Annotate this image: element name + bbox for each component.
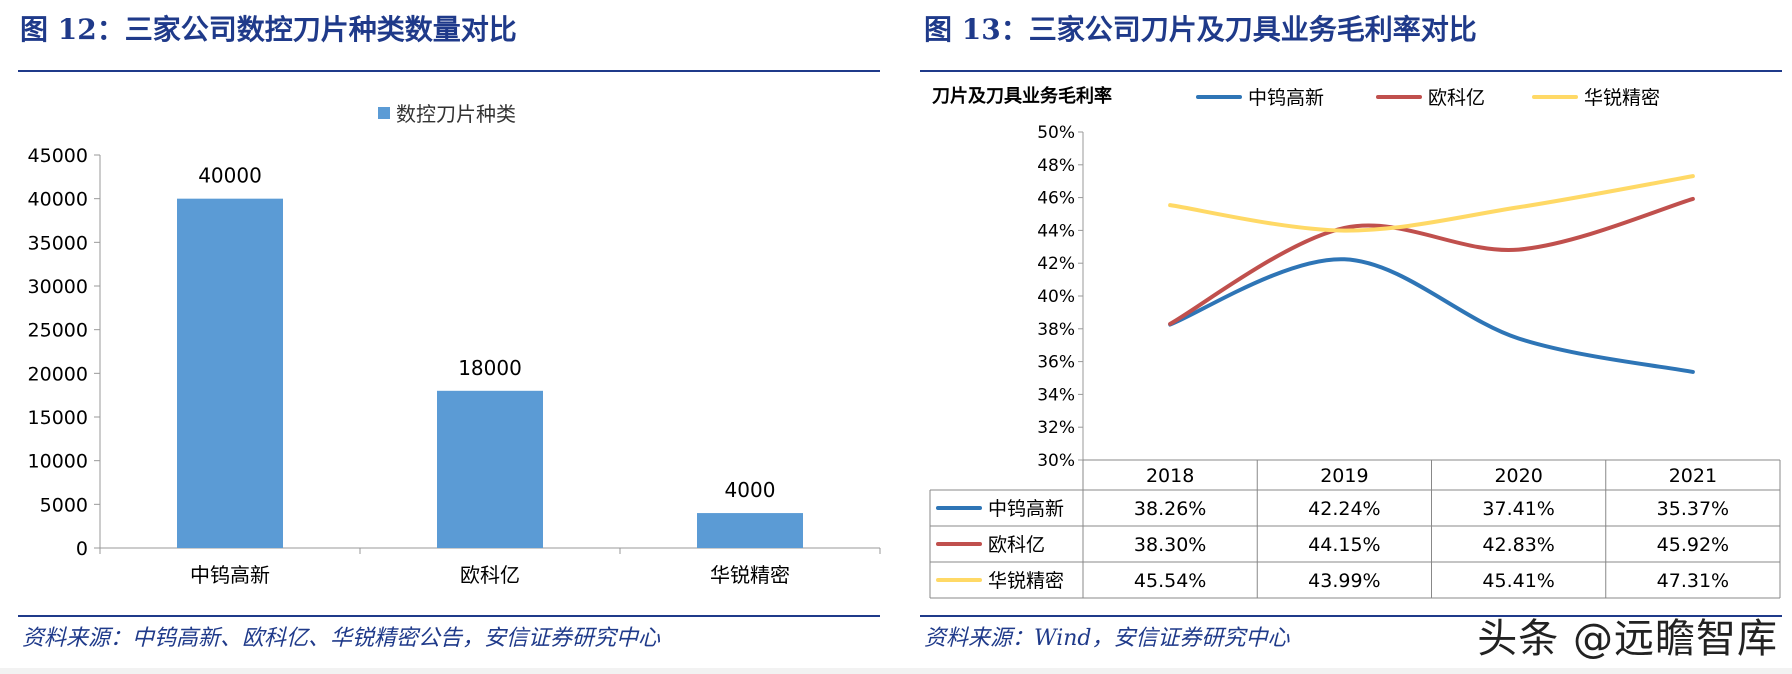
- bar: [437, 390, 543, 548]
- y-tick-label: 50%: [1037, 123, 1075, 143]
- data-label: 40000: [198, 164, 262, 188]
- y-tick-label: 48%: [1037, 156, 1075, 176]
- title-rule: [920, 70, 1782, 72]
- table-cell: 42.24%: [1308, 498, 1380, 520]
- bar: [697, 513, 803, 548]
- source-rule: [920, 615, 1782, 617]
- y-tick-label: 0: [76, 538, 88, 560]
- x-tick-label: 华锐精密: [710, 563, 790, 587]
- line-chart: 刀片及刀具业务毛利率 中钨高新 欧科亿 华锐精密30%32%34%36%38%40%4…: [929, 85, 1781, 599]
- legend-label: 欧科亿: [1428, 87, 1485, 109]
- y-tick-label: 20000: [28, 363, 88, 385]
- table-cell: 42.83%: [1482, 534, 1554, 556]
- y-tick-label: 34%: [1037, 385, 1075, 405]
- y-tick-label: 42%: [1037, 254, 1075, 274]
- table-row-label: 中钨高新: [988, 498, 1064, 520]
- table-cell: 45.92%: [1657, 534, 1729, 556]
- bar: [177, 198, 283, 548]
- table-cell: 43.99%: [1308, 570, 1380, 592]
- table-cell: 35.37%: [1657, 498, 1729, 520]
- source-rule: [18, 615, 880, 617]
- title-rule: [18, 70, 880, 72]
- legend-label: 中钨高新: [1248, 87, 1324, 109]
- series-line: [1168, 174, 1695, 233]
- right-figure: 图 13：三家公司刀片及刀具业务毛利率对比 刀片及刀具业务毛利率 中钨高新 欧科亿华…: [920, 0, 1792, 674]
- series-line: [1168, 257, 1695, 374]
- y-tick-label: 5000: [40, 494, 88, 516]
- table-cell: 45.41%: [1482, 570, 1554, 592]
- y-tick-label: 30000: [28, 276, 88, 298]
- bar-chart: 数控刀片种类 0 5000 10000 15000 20000 25000 30000 3500…: [28, 102, 881, 587]
- y-tick-label: 30%: [1037, 451, 1075, 471]
- x-tick-label: 2019: [1320, 465, 1368, 487]
- watermark: 头条 @远瞻智库: [1477, 616, 1778, 662]
- data-label: 4000: [725, 478, 776, 502]
- y-tick-label: 40000: [28, 189, 88, 211]
- figure-13-source: 资料来源：Wind，安信证券研究中心: [924, 626, 1290, 651]
- table-cell: 47.31%: [1657, 570, 1729, 592]
- table-cell: 44.15%: [1308, 534, 1380, 556]
- y-tick-label: 46%: [1037, 189, 1075, 209]
- table-cell: 38.30%: [1134, 534, 1206, 556]
- y-tick-label: 36%: [1037, 353, 1075, 373]
- y-tick-label: 45000: [28, 145, 88, 167]
- x-tick-label: 2021: [1669, 465, 1717, 487]
- legend-title: 刀片及刀具业务毛利率: [932, 85, 1112, 107]
- y-tick-label: 44%: [1037, 221, 1075, 241]
- legend-label: 华锐精密: [1584, 87, 1660, 109]
- table-cell: 37.41%: [1482, 498, 1554, 520]
- table-row-label: 欧科亿: [988, 534, 1045, 556]
- y-tick-label: 38%: [1037, 320, 1075, 340]
- bottom-strip: [0, 668, 1792, 674]
- x-tick-label: 中钨高新: [190, 563, 270, 587]
- legend-label: 数控刀片种类: [396, 102, 516, 126]
- left-figure: 图 12：三家公司数控刀片种类数量对比 数控刀片种类 0 5000 10000 1500…: [0, 0, 890, 674]
- table-cell: 38.26%: [1134, 498, 1206, 520]
- x-tick-label: 欧科亿: [460, 563, 520, 587]
- legend-swatch: [378, 107, 390, 119]
- data-label: 18000: [458, 356, 522, 380]
- x-tick-label: 2018: [1146, 465, 1194, 487]
- y-tick-label: 25000: [28, 320, 88, 342]
- x-tick-label: 2020: [1494, 465, 1542, 487]
- y-tick-label: 40%: [1037, 287, 1075, 307]
- figure-12-source: 资料来源：中钨高新、欧科亿、华锐精密公告，安信证券研究中心: [22, 626, 661, 651]
- y-tick-label: 10000: [28, 451, 88, 473]
- table-cell: 45.54%: [1134, 570, 1206, 592]
- y-tick-label: 32%: [1037, 418, 1075, 438]
- y-tick-label: 35000: [28, 232, 88, 254]
- series-line: [1168, 196, 1695, 326]
- figure-12-title: 图 12：三家公司数控刀片种类数量对比: [20, 13, 517, 46]
- figure-13-title: 图 13：三家公司刀片及刀具业务毛利率对比: [924, 13, 1477, 46]
- y-tick-label: 15000: [28, 407, 88, 429]
- table-row-label: 华锐精密: [988, 570, 1064, 592]
